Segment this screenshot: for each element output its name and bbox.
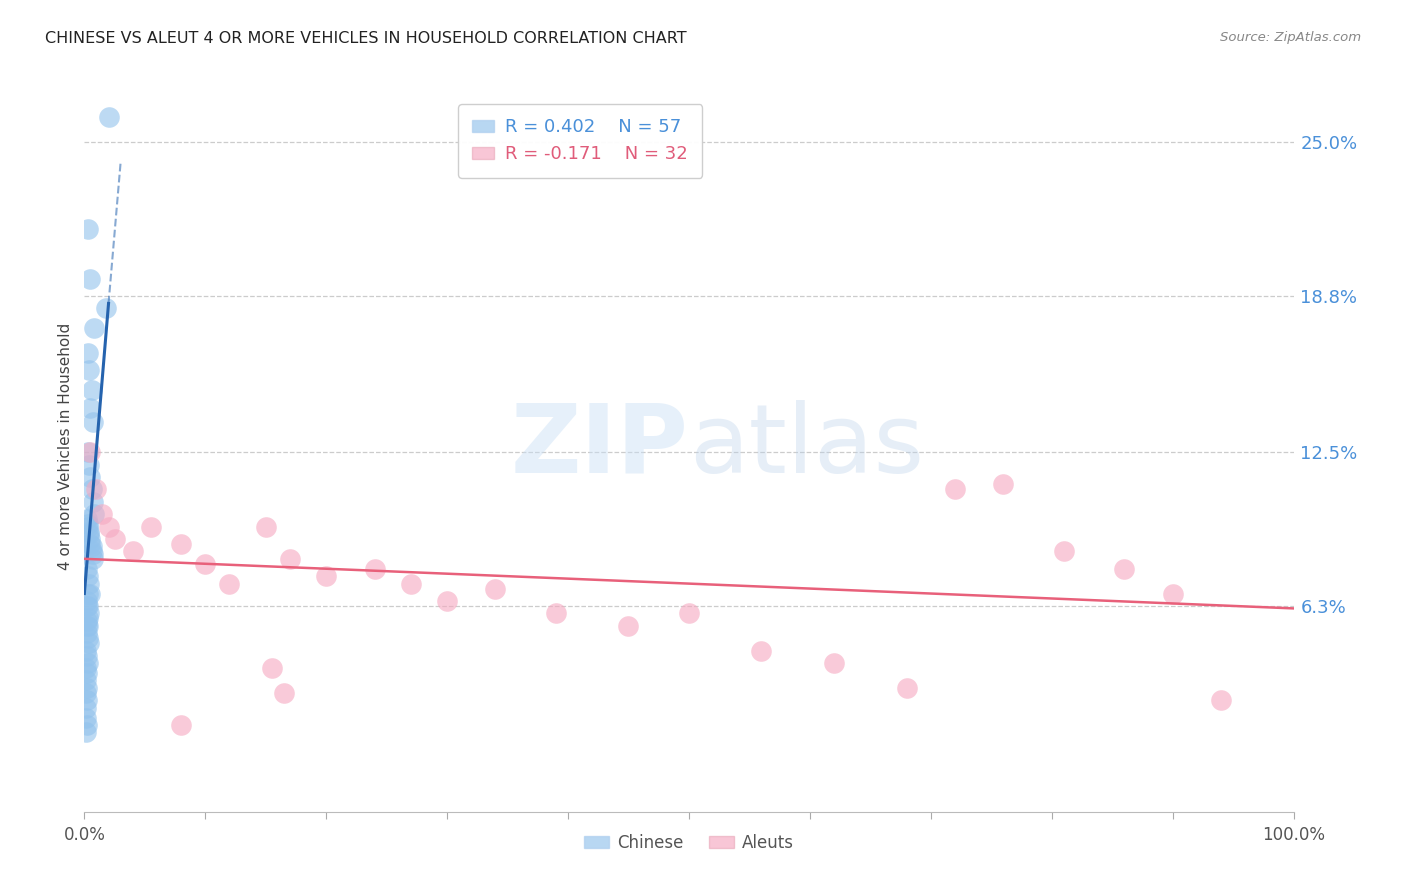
Point <box>121 544 143 558</box>
Point <box>75 686 97 700</box>
Point <box>678 607 700 621</box>
Point <box>76 648 98 663</box>
Point <box>218 576 240 591</box>
Point <box>399 576 422 591</box>
Point <box>76 599 98 613</box>
Point <box>823 656 845 670</box>
Point <box>194 557 217 571</box>
Point <box>75 710 97 724</box>
Point <box>104 532 127 546</box>
Point <box>80 483 103 497</box>
Point <box>94 301 117 316</box>
Point <box>79 401 101 415</box>
Point <box>751 643 773 657</box>
Point <box>76 562 98 576</box>
Point <box>77 363 100 377</box>
Point <box>896 681 918 695</box>
Point <box>77 631 100 645</box>
Point <box>77 636 100 650</box>
Point <box>170 718 193 732</box>
Point <box>86 483 108 497</box>
Point <box>97 519 120 533</box>
Point <box>993 477 1015 491</box>
Point <box>80 383 103 397</box>
Point <box>83 321 105 335</box>
Point <box>1209 693 1232 707</box>
Point <box>75 673 97 688</box>
Point <box>484 582 506 596</box>
Point <box>1114 562 1136 576</box>
Point <box>943 483 966 497</box>
Point <box>79 271 101 285</box>
Point <box>254 519 277 533</box>
Point <box>77 524 100 539</box>
Legend: Chinese, Aleuts: Chinese, Aleuts <box>578 827 800 858</box>
Point <box>260 661 283 675</box>
Point <box>76 718 98 732</box>
Text: atlas: atlas <box>689 400 924 492</box>
Point <box>278 551 301 566</box>
Point <box>82 551 104 566</box>
Point <box>363 562 385 576</box>
Point <box>79 470 101 484</box>
Point <box>76 626 98 640</box>
Point <box>617 619 640 633</box>
Text: ZIP: ZIP <box>510 400 689 492</box>
Point <box>82 416 104 430</box>
Text: CHINESE VS ALEUT 4 OR MORE VEHICLES IN HOUSEHOLD CORRELATION CHART: CHINESE VS ALEUT 4 OR MORE VEHICLES IN H… <box>45 31 686 46</box>
Point <box>76 512 98 526</box>
Point <box>97 111 120 125</box>
Point <box>77 611 100 625</box>
Point <box>79 445 101 459</box>
Point <box>77 656 100 670</box>
Point <box>75 661 97 675</box>
Point <box>79 537 101 551</box>
Point <box>76 594 98 608</box>
Point <box>436 594 458 608</box>
Point <box>76 614 98 628</box>
Point <box>83 507 105 521</box>
Point <box>77 519 100 533</box>
Point <box>1161 586 1184 600</box>
Point <box>77 607 100 621</box>
Point <box>77 445 100 459</box>
Point <box>76 681 98 695</box>
Point <box>1053 544 1076 558</box>
Point <box>544 607 567 621</box>
Point <box>79 586 101 600</box>
Point <box>139 519 162 533</box>
Point <box>273 686 295 700</box>
Point <box>80 544 103 558</box>
Point <box>75 725 97 739</box>
Point <box>76 665 98 680</box>
Point <box>80 540 103 554</box>
Point <box>75 700 97 714</box>
Point <box>170 537 193 551</box>
Point <box>77 576 100 591</box>
Point <box>76 693 98 707</box>
Point <box>82 495 104 509</box>
Point <box>77 527 100 541</box>
Point <box>77 599 100 613</box>
Point <box>77 586 100 600</box>
Point <box>76 619 98 633</box>
Point <box>77 222 100 236</box>
Point <box>315 569 337 583</box>
Point <box>75 643 97 657</box>
Point <box>77 517 100 532</box>
Point <box>77 458 100 472</box>
Point <box>82 547 104 561</box>
Y-axis label: 4 or more Vehicles in Household: 4 or more Vehicles in Household <box>58 322 73 570</box>
Point <box>91 507 114 521</box>
Point <box>79 532 101 546</box>
Text: Source: ZipAtlas.com: Source: ZipAtlas.com <box>1220 31 1361 45</box>
Point <box>77 346 100 360</box>
Point <box>77 619 100 633</box>
Point <box>77 569 100 583</box>
